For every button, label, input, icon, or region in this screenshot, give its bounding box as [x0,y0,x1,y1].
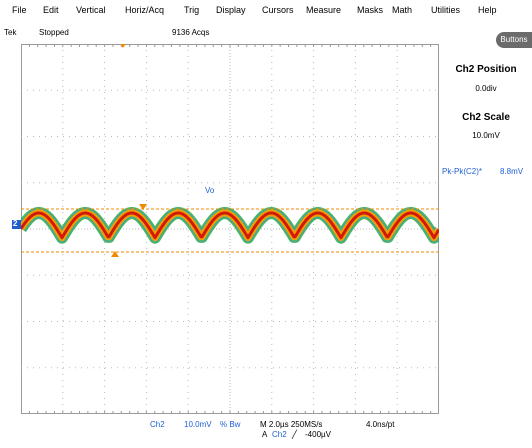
menu-trig[interactable]: Trig [184,5,200,15]
ch2-scale-value[interactable]: 10.0mV [472,131,500,140]
menu-display[interactable]: Display [216,5,246,15]
menu-masks[interactable]: Masks [357,5,384,15]
menu-bar: File Edit Vertical Horiz/Acq Trig Displa… [0,0,532,20]
run-state-label: Stopped [39,28,69,37]
menu-vertical[interactable]: Vertical [76,5,106,15]
trigger-position-marker [120,44,126,48]
channel-ground-marker[interactable]: 2 [12,219,21,229]
menu-cursors[interactable]: Cursors [262,5,294,15]
measurement-value: 8.8mV [500,167,524,176]
graticule [21,44,439,414]
measurement-label: Pk-Pk(C2)* [442,167,483,176]
trigger-slope-icon: ╱ [292,430,297,439]
ch2-scale-title[interactable]: Ch2 Scale [462,112,510,123]
waveform-core [21,211,439,240]
menu-measure[interactable]: Measure [306,5,342,15]
ch2-position-value[interactable]: 0.0div [475,84,497,93]
bottom-channel[interactable]: Ch2 [150,420,165,429]
ch2-position-title[interactable]: Ch2 Position [455,64,517,75]
menu-horiz-acq[interactable]: Horiz/Acq [125,5,165,15]
menu-help[interactable]: Help [478,5,497,15]
channel-marker-label: 2 [13,219,18,228]
menu-edit[interactable]: Edit [43,5,59,15]
trigger-source-prefix: A [262,430,268,439]
trigger-source[interactable]: Ch2 [272,430,287,439]
menu-utilities[interactable]: Utilities [431,5,461,15]
brand-label: Tek [4,28,17,37]
bottom-coupling: % Bw [220,420,241,429]
menu-math[interactable]: Math [392,5,413,15]
trigger-level[interactable]: -400µV [305,430,331,439]
waveform-display[interactable] [21,44,439,414]
resolution-readout: 4.0ns/pt [366,420,395,429]
menu-file[interactable]: File [12,5,27,15]
acquisition-count: 9136 Acqs [172,28,210,37]
bottom-scale[interactable]: 10.0mV [184,420,212,429]
buttons-toggle-button[interactable]: Buttons [496,32,532,48]
cursor-marker-bottom [111,251,119,257]
trace-label: Vo [205,186,215,195]
cursor-marker-top [139,204,147,210]
timebase-readout[interactable]: M 2.0µs 250MS/s [260,420,323,429]
